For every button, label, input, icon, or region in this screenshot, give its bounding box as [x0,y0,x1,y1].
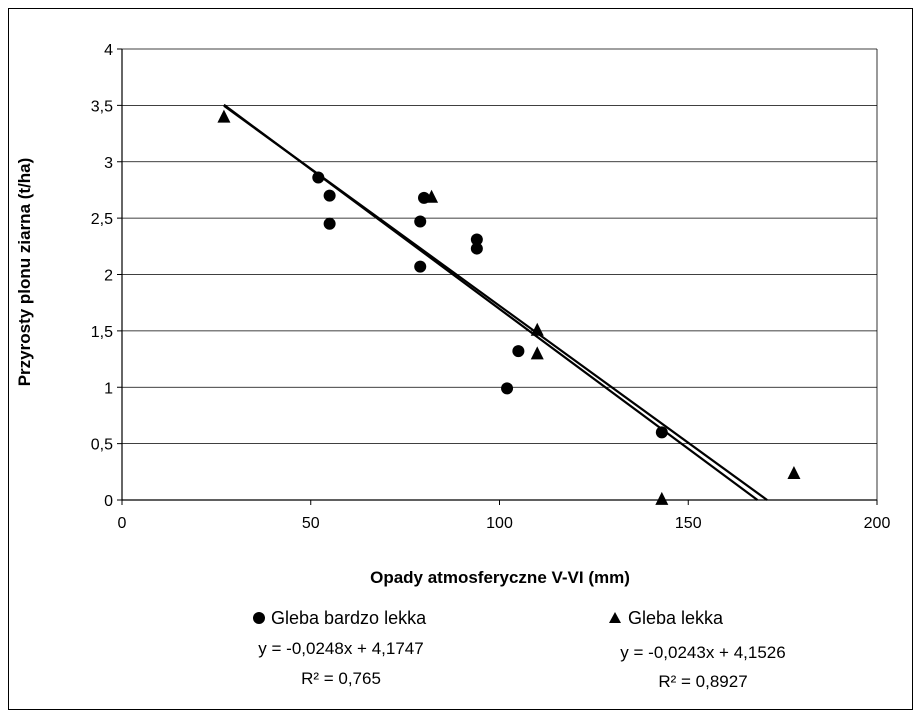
legend-label-gleba-lekka: Gleba lekka [628,608,724,628]
y-tick-label: 3 [104,155,113,172]
legend-gleba-lekka: Gleba lekka y = -0,0243x + 4,1526 R² = 0… [609,608,786,691]
trendline-equation-gleba-bardzo-lekka: y = -0,0248x + 4,1747 [258,639,423,658]
point-gleba-bardzo-lekka [470,242,483,255]
legend-triangle-marker [609,612,621,623]
y-axis-title: Przyrosty plonu ziarna (t/ha) [15,158,34,387]
point-gleba-bardzo-lekka [312,171,325,184]
point-gleba-bardzo-lekka [323,189,336,202]
y-tick-label: 3,5 [91,98,113,115]
data-points [217,109,801,505]
tick-labels: 0 0,5 1 1,5 2 2,5 3 3,5 4 0 50 100 150 200 [91,42,891,532]
x-tick-label: 100 [486,515,513,532]
point-gleba-lekka [530,322,544,336]
point-gleba-lekka [530,346,544,360]
trendline-r2-gleba-lekka: R² = 0,8927 [658,672,747,691]
x-tick-label: 50 [302,515,320,532]
point-gleba-bardzo-lekka [470,233,483,246]
trendline-series-1 [223,104,768,501]
trendline-equation-gleba-lekka: y = -0,0243x + 4,1526 [620,643,785,662]
point-gleba-lekka [655,491,669,505]
point-gleba-lekka [217,109,231,123]
legend-label-gleba-bardzo-lekka: Gleba bardzo lekka [271,608,427,628]
y-tick-label: 4 [104,42,113,59]
y-tick-label: 1,5 [91,324,113,341]
point-gleba-lekka [787,465,801,479]
point-gleba-bardzo-lekka [414,260,427,273]
axes [117,48,878,505]
y-tick-label: 2,5 [91,211,113,228]
point-gleba-bardzo-lekka [512,345,525,358]
trendlines [223,103,768,501]
point-gleba-bardzo-lekka [414,215,427,228]
x-tick-label: 150 [675,515,702,532]
point-gleba-lekka [425,189,439,203]
point-gleba-bardzo-lekka [501,382,514,395]
y-tick-label: 0,5 [91,437,113,454]
point-gleba-bardzo-lekka [323,217,336,230]
scatter-chart: 0 0,5 1 1,5 2 2,5 3 3,5 4 0 50 100 150 200 Opady atmo… [15,42,891,691]
trendline-r2-gleba-bardzo-lekka: R² = 0,765 [301,669,381,688]
x-tick-label: 200 [864,515,891,532]
legend-circle-marker [253,612,265,624]
grid-lines [122,48,877,445]
legend-gleba-bardzo-lekka: Gleba bardzo lekka y = -0,0248x + 4,1747… [253,608,427,688]
point-gleba-bardzo-lekka [655,426,668,439]
x-axis-title: Opady atmosferyczne V-VI (mm) [370,568,630,587]
chart-frame: 0 0,5 1 1,5 2 2,5 3 3,5 4 0 50 100 150 200 Opady atmo… [8,8,913,710]
x-tick-label: 0 [118,515,127,532]
y-tick-label: 2 [104,268,113,285]
y-tick-label: 0 [104,493,113,510]
y-tick-label: 1 [104,380,113,397]
